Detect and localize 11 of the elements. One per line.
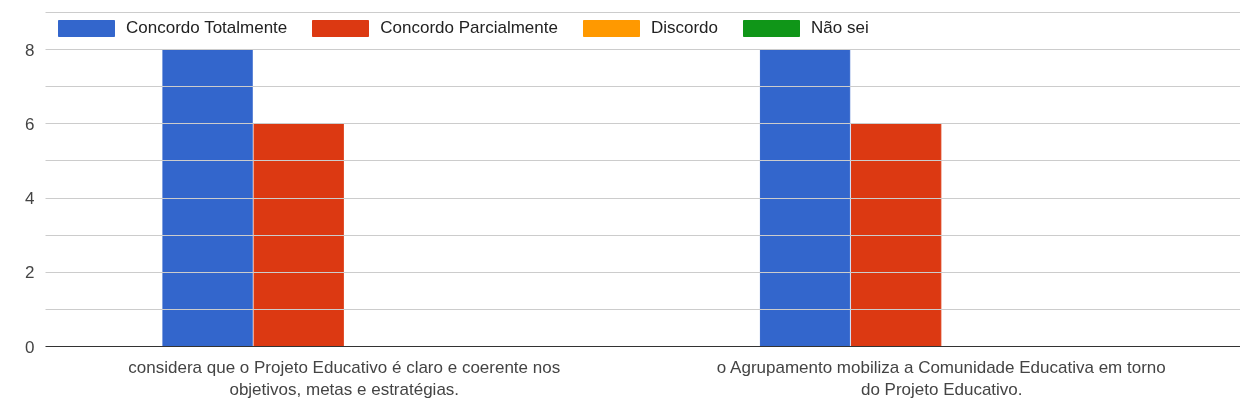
legend-label: Concordo Totalmente xyxy=(126,18,288,38)
legend-label: Concordo Parcialmente xyxy=(380,18,558,38)
y-tick-label: 4 xyxy=(25,189,35,209)
y-tick-label: 2 xyxy=(25,263,35,283)
legend-label: Não sei xyxy=(811,18,869,38)
x-tick-label: o Agrupamento mobiliza a Comunidade Educativa em torno do Projeto Educativo. xyxy=(716,357,1166,400)
y-tick-label: 0 xyxy=(25,337,35,357)
legend-label: Discordo xyxy=(650,18,719,38)
x-tick-label: considera que o Projeto Educativo é claro e coerente nos objetivos, metas e estratégias. xyxy=(128,357,561,400)
y-tick-label: 8 xyxy=(25,40,35,60)
y-tick-label: 6 xyxy=(25,114,35,134)
